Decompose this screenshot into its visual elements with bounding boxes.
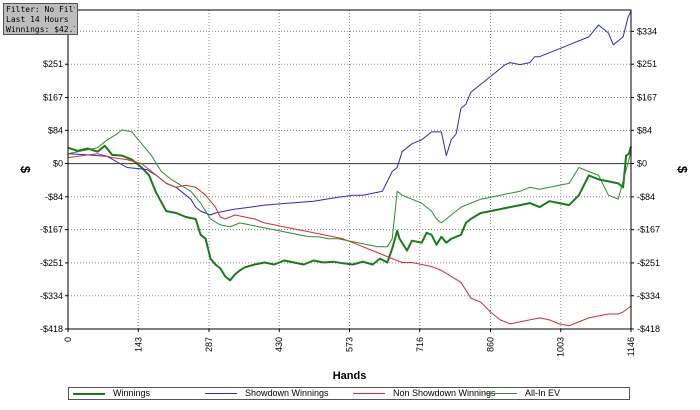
series-line-all-in-ev [67, 129, 632, 248]
legend-label: Winnings [113, 388, 151, 398]
legend-swatch [353, 393, 385, 394]
y-tick-label-left: -$418 [40, 324, 63, 334]
legend-label: All-In EV [525, 388, 561, 398]
series-line-winnings [67, 144, 632, 282]
y-tick-label-left: $84 [48, 125, 63, 135]
x-axis-title: Hands [333, 370, 367, 382]
legend-label: Non Showdown Winnings [393, 388, 496, 398]
y-tick-label-right: $334 [637, 26, 657, 36]
y-tick-label-right: $167 [637, 92, 657, 102]
y-tick-label-right: -$334 [637, 291, 660, 301]
legend-swatch [485, 393, 517, 394]
y-tick-label-left: -$251 [40, 258, 63, 268]
filter-info-box: Filter: No Filter Last 14 Hours Winnings… [3, 3, 78, 35]
legend: Winnings Showdown Winnings Non Showdown Wi… [68, 387, 630, 400]
series-line-showdown-winnings [67, 10, 632, 216]
x-tick-label: 430 [274, 337, 284, 352]
x-tick-label: 0 [63, 337, 73, 342]
y-tick-label-right: $0 [637, 159, 647, 169]
y-tick-label-right: -$84 [637, 192, 655, 202]
y-tick-label-right: -$418 [637, 324, 660, 334]
x-tick-label: 1003 [556, 337, 566, 357]
winnings-label: Winnings: $42.73 [6, 25, 75, 34]
legend-swatch [205, 393, 237, 394]
x-tick-label: 287 [204, 337, 214, 352]
period-label: Last 14 Hours [6, 15, 69, 24]
y-tick-label-right: -$167 [637, 225, 660, 235]
y-tick-label-left: -$334 [40, 291, 63, 301]
series-line-non-showdown-winnings [67, 153, 632, 327]
y-axis-title-right: $ [675, 166, 690, 174]
y-tick-label-left: $167 [43, 92, 63, 102]
y-tick-label-left: -$84 [45, 192, 63, 202]
x-tick-label: 1146 [626, 337, 636, 356]
y-tick-label-left: -$167 [40, 225, 63, 235]
legend-swatch [73, 393, 105, 395]
y-tick-label-left: $0 [53, 159, 63, 169]
legend-label: Showdown Winnings [245, 388, 329, 398]
filter-label: Filter: No Filter [6, 5, 75, 14]
x-tick-label: 716 [415, 337, 425, 352]
x-tick-label: 860 [485, 337, 495, 352]
y-tick-label-right: $84 [637, 125, 652, 135]
y-tick-label-right: -$251 [637, 258, 660, 268]
y-axis-title-left: $ [18, 166, 33, 174]
x-tick-label: 573 [345, 337, 355, 352]
y-tick-label-left: $251 [43, 59, 63, 69]
y-tick-label-right: $251 [637, 59, 657, 69]
x-tick-label: 143 [133, 337, 143, 352]
